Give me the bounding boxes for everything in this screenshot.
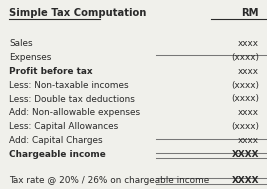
Text: XXXX: XXXX: [231, 150, 259, 159]
Text: Add: Capital Charges: Add: Capital Charges: [9, 136, 103, 145]
Text: xxxx: xxxx: [238, 136, 259, 145]
Text: Profit before tax: Profit before tax: [9, 67, 93, 76]
Text: (xxxx): (xxxx): [231, 94, 259, 104]
Text: Less: Non-taxable incomes: Less: Non-taxable incomes: [9, 81, 129, 90]
Text: (xxxx): (xxxx): [231, 81, 259, 90]
Text: RM: RM: [242, 8, 259, 18]
Text: xxxx: xxxx: [238, 67, 259, 76]
Text: Chargeable income: Chargeable income: [9, 150, 106, 159]
Text: (xxxx): (xxxx): [231, 53, 259, 62]
Text: Simple Tax Computation: Simple Tax Computation: [9, 8, 147, 18]
Text: Less: Capital Allowances: Less: Capital Allowances: [9, 122, 119, 131]
Text: Sales: Sales: [9, 39, 33, 48]
Text: (xxxx): (xxxx): [231, 122, 259, 131]
Text: Add: Non-allowable expenses: Add: Non-allowable expenses: [9, 108, 140, 118]
Text: Expenses: Expenses: [9, 53, 52, 62]
Text: xxxx: xxxx: [238, 39, 259, 48]
Text: Tax rate @ 20% / 26% on chargeable income: Tax rate @ 20% / 26% on chargeable incom…: [9, 176, 210, 184]
Text: xxxx: xxxx: [238, 108, 259, 118]
Text: XXXX: XXXX: [231, 176, 259, 184]
Text: Less: Double tax deductions: Less: Double tax deductions: [9, 94, 135, 104]
